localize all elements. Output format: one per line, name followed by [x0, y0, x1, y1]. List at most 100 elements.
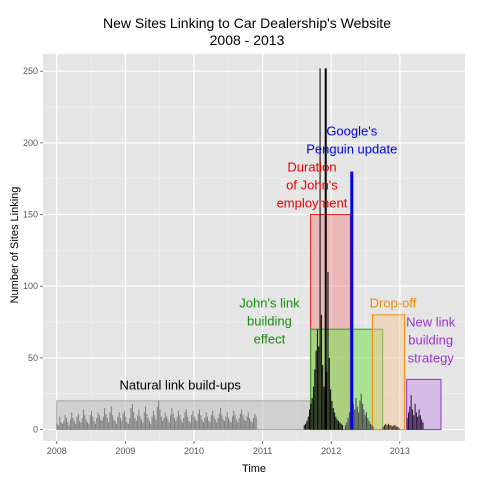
bar [407, 412, 410, 430]
y-tick-label: 0 [33, 425, 38, 435]
bar [60, 422, 62, 430]
bar [348, 412, 350, 430]
bar [336, 419, 338, 430]
bar [216, 422, 218, 430]
bar [387, 423, 389, 430]
bar [414, 403, 416, 430]
bar [108, 422, 110, 430]
bar [247, 412, 249, 430]
bar [393, 425, 395, 430]
bar [131, 403, 133, 430]
bar [72, 418, 74, 430]
ticks: 2008 2009 2010 2011 2012 2013 0 50 100 150 200 250 [23, 66, 410, 456]
bar [391, 426, 393, 430]
bar [320, 314, 322, 430]
bar [58, 425, 60, 430]
bar [142, 422, 144, 430]
bar [417, 416, 419, 430]
bar [369, 423, 371, 430]
bar [94, 423, 96, 430]
annotation-line: effect [254, 332, 286, 347]
bar [116, 423, 118, 430]
bar [112, 415, 114, 430]
bar [100, 419, 102, 430]
bar [254, 413, 256, 430]
bar [213, 416, 215, 430]
bar [73, 420, 75, 430]
bar [368, 420, 370, 430]
bar [85, 419, 87, 430]
bar [105, 413, 107, 430]
bar [419, 415, 421, 430]
bar [311, 398, 313, 430]
bar [122, 413, 124, 430]
bar [239, 413, 241, 430]
bar [410, 395, 412, 430]
bar [360, 393, 362, 430]
bar [139, 416, 141, 430]
bar [180, 419, 182, 430]
bar [220, 408, 222, 430]
bar [177, 410, 179, 430]
bar [318, 346, 320, 430]
bar [88, 423, 90, 430]
bar [202, 422, 204, 430]
annotation-line: Drop-off [370, 296, 417, 311]
bar [234, 415, 236, 430]
bar [130, 408, 132, 430]
bar [243, 419, 245, 430]
y-tick-label: 50 [28, 353, 38, 363]
bar [385, 423, 387, 430]
bar [208, 420, 210, 430]
bar [221, 415, 223, 430]
annotations: Natural link build-ups Duration of John's e… [120, 124, 456, 393]
bar [152, 410, 154, 430]
bar [327, 271, 329, 430]
bar [84, 415, 86, 430]
bar [231, 416, 233, 430]
bar [156, 406, 158, 430]
bar [225, 416, 227, 430]
bar [96, 418, 98, 430]
annotation-line: Penguin update [306, 142, 397, 157]
bar [363, 409, 365, 430]
bar [406, 418, 408, 430]
bar [83, 409, 85, 430]
bar [147, 418, 149, 430]
bar [98, 415, 100, 430]
bar [121, 420, 123, 430]
bar [251, 422, 253, 430]
bar [205, 412, 207, 430]
bar [114, 420, 116, 430]
bar [184, 412, 186, 430]
bar [307, 416, 309, 430]
bar [168, 422, 170, 430]
bar [347, 418, 349, 430]
bar [306, 420, 308, 430]
bar [123, 410, 125, 430]
bar [200, 415, 202, 430]
region-drop-off [371, 314, 406, 431]
bar [201, 419, 203, 430]
bar [125, 416, 127, 430]
bar [398, 428, 400, 430]
bar [93, 420, 95, 430]
annotation-line: of John's [286, 178, 338, 193]
bar [316, 329, 318, 430]
x-tick-label: 2013 [390, 446, 410, 456]
bar [171, 408, 173, 430]
bar [222, 419, 224, 430]
bar [144, 406, 147, 430]
annotation-line: building [247, 314, 292, 329]
bar [76, 416, 78, 430]
bar [238, 418, 240, 430]
bar [199, 409, 201, 430]
bar [155, 419, 157, 430]
bar [242, 415, 244, 430]
bar [364, 415, 366, 430]
bar [167, 419, 169, 430]
bar [133, 412, 135, 430]
bar [104, 408, 106, 430]
x-tick-label: 2009 [115, 446, 135, 456]
